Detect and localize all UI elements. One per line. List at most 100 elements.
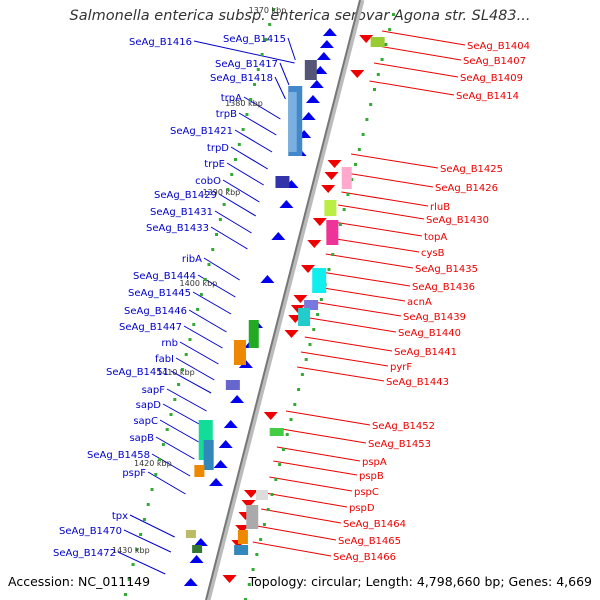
gene-label-trpD[interactable]: trpD	[207, 143, 229, 154]
gene-label-SeAg_B1439[interactable]: SeAg_B1439	[403, 312, 466, 323]
gene-label-SeAg_B1443[interactable]: SeAg_B1443	[386, 377, 449, 388]
feature-arrow	[350, 70, 365, 78]
gene-label-rnb[interactable]: rnb	[161, 338, 178, 349]
gene-label-rluB[interactable]: rluB	[430, 202, 450, 213]
gene-label-SeAg_B1407[interactable]: SeAg_B1407	[463, 56, 526, 67]
gene-label-SeAg_B1415[interactable]: SeAg_B1415	[223, 34, 286, 45]
tick-mark	[135, 548, 139, 551]
gene-label-acnA[interactable]: acnA	[407, 297, 432, 308]
gene-label-SeAg_B1472[interactable]: SeAg_B1472	[53, 548, 116, 559]
gene-label-SeAg_B1451[interactable]: SeAg_B1451	[106, 367, 169, 378]
gene-label-sapC[interactable]: sapC	[133, 416, 158, 427]
tick-mark	[274, 478, 278, 481]
gene-label-SeAg_B1470[interactable]: SeAg_B1470	[59, 526, 122, 537]
topology-label: Topology: circular; Length: 4,798,660 bp…	[248, 574, 592, 589]
tick-mark	[268, 23, 272, 26]
gene-label-trpA[interactable]: trpA	[221, 93, 242, 104]
feature-arrow	[263, 412, 278, 420]
gene-label-SeAg_B1446[interactable]: SeAg_B1446	[124, 306, 187, 317]
feature-box	[203, 440, 214, 470]
gene-label-cobO[interactable]: cobO	[195, 176, 221, 187]
leader-line	[238, 112, 277, 136]
gene-label-ribA[interactable]: ribA	[182, 254, 202, 265]
gene-label-pspB[interactable]: pspB	[359, 471, 384, 482]
gene-label-SeAg_B1441[interactable]: SeAg_B1441	[394, 347, 457, 358]
tick-mark	[251, 568, 255, 571]
gene-label-SeAg_B1440[interactable]: SeAg_B1440	[398, 328, 461, 339]
feature-arrow	[301, 112, 316, 120]
scale-ticks	[123, 8, 395, 600]
gene-label-SeAg_B1445[interactable]: SeAg_B1445	[128, 288, 191, 299]
feature-arrow	[300, 265, 315, 273]
gene-label-pyrF[interactable]: pyrF	[390, 362, 412, 373]
gene-label-SeAg_B1426[interactable]: SeAg_B1426	[435, 183, 498, 194]
gene-label-topA[interactable]: topA	[424, 232, 447, 243]
gene-features	[183, 28, 385, 586]
leader-line	[300, 351, 389, 367]
feature-box	[275, 176, 290, 188]
gene-label-SeAg_B1416[interactable]: SeAg_B1416	[129, 37, 192, 48]
tick-mark	[150, 488, 154, 491]
gene-label-SeAg_B1409[interactable]: SeAg_B1409	[460, 73, 523, 84]
map-title: Salmonella enterica subsp. enterica sero…	[69, 8, 531, 24]
tick-mark	[161, 443, 165, 446]
feature-arrow	[193, 538, 208, 546]
tick-mark	[369, 103, 373, 106]
gene-label-tpx[interactable]: tpx	[112, 511, 128, 522]
leader-line	[373, 62, 459, 78]
gene-label-SeAg_B1417[interactable]: SeAg_B1417	[215, 59, 278, 70]
leader-line	[269, 476, 353, 492]
feature-arrow	[244, 490, 259, 498]
leader-line	[378, 45, 462, 61]
gene-label-SeAg_B1429[interactable]: SeAg_B1429	[154, 190, 217, 201]
gene-label-SeAg_B1444[interactable]: SeAg_B1444	[133, 271, 196, 282]
gene-label-SeAg_B1414[interactable]: SeAg_B1414	[456, 91, 519, 102]
gene-label-SeAg_B1435[interactable]: SeAg_B1435	[415, 264, 478, 275]
gene-label-pspD[interactable]: pspD	[349, 503, 375, 514]
label-lines	[117, 30, 466, 575]
leader-line	[155, 436, 195, 460]
gene-label-SeAg_B1465[interactable]: SeAg_B1465	[338, 536, 401, 547]
leader-line	[192, 291, 232, 315]
gene-label-cysB[interactable]: cysB	[421, 248, 445, 259]
leader-line	[252, 541, 332, 557]
leader-line	[175, 357, 215, 381]
gene-label-sapD[interactable]: sapD	[136, 400, 162, 411]
gene-label-sapB[interactable]: sapB	[129, 433, 154, 444]
leader-line	[210, 226, 248, 250]
feature-box	[312, 268, 327, 293]
gene-label-pspA[interactable]: pspA	[362, 457, 387, 468]
backbone-line	[205, 0, 365, 600]
gene-label-trpB[interactable]: trpB	[216, 109, 237, 120]
gene-label-SeAg_B1418[interactable]: SeAg_B1418	[210, 73, 273, 84]
gene-label-SeAg_B1447[interactable]: SeAg_B1447	[119, 322, 182, 333]
gene-label-pspC[interactable]: pspC	[354, 487, 379, 498]
gene-label-SeAg_B1458[interactable]: SeAg_B1458	[87, 450, 150, 461]
tick-mark	[312, 328, 316, 331]
leader-line	[382, 30, 466, 46]
tick-mark	[264, 38, 268, 41]
gene-label-sapF[interactable]: sapF	[142, 385, 166, 396]
gene-label-SeAg_B1431[interactable]: SeAg_B1431	[150, 207, 213, 218]
gene-label-SeAg_B1404[interactable]: SeAg_B1404	[467, 41, 530, 52]
leader-line	[218, 193, 257, 217]
gene-label-SeAg_B1453[interactable]: SeAg_B1453	[368, 439, 431, 450]
gene-label-SeAg_B1425[interactable]: SeAg_B1425	[440, 164, 503, 175]
gene-label-SeAg_B1452[interactable]: SeAg_B1452	[372, 421, 435, 432]
gene-label-SeAg_B1464[interactable]: SeAg_B1464	[343, 519, 406, 530]
gene-label-fabI[interactable]: fabI	[155, 354, 174, 365]
gene-label-trpE[interactable]: trpE	[204, 159, 225, 170]
feature-box	[298, 308, 311, 326]
leader-line	[203, 257, 240, 281]
gene-label-SeAg_B1433[interactable]: SeAg_B1433	[146, 223, 209, 234]
feature-box	[370, 37, 385, 47]
gene-label-pspF[interactable]: pspF	[122, 468, 146, 479]
gene-label-SeAg_B1430[interactable]: SeAg_B1430	[426, 215, 489, 226]
tick-mark	[338, 223, 342, 226]
tick-mark	[285, 433, 289, 436]
leader-line	[159, 419, 199, 443]
gene-label-SeAg_B1421[interactable]: SeAg_B1421	[170, 126, 233, 137]
tick-mark	[391, 13, 395, 16]
gene-label-SeAg_B1466[interactable]: SeAg_B1466	[333, 552, 396, 563]
gene-label-SeAg_B1436[interactable]: SeAg_B1436	[412, 282, 475, 293]
